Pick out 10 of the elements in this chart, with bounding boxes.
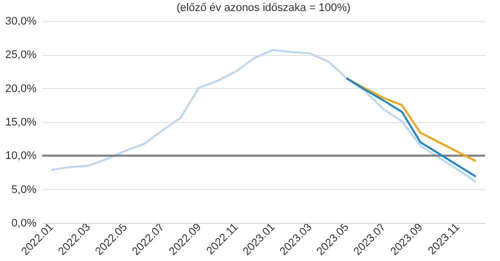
line-series <box>346 77 477 178</box>
y-tick-label: 5,0% <box>11 184 37 196</box>
chart-subtitle: (előző év azonos időszaka = 100%) <box>176 2 350 14</box>
line-series <box>346 77 477 162</box>
y-tick-label: 25,0% <box>5 49 37 62</box>
y-tick-label: 10,0% <box>5 150 37 162</box>
line-series <box>50 48 477 183</box>
y-tick-label: 20,0% <box>5 82 37 95</box>
y-tick-label: 15,0% <box>5 116 37 128</box>
y-tick-label: 30,0% <box>5 16 37 28</box>
